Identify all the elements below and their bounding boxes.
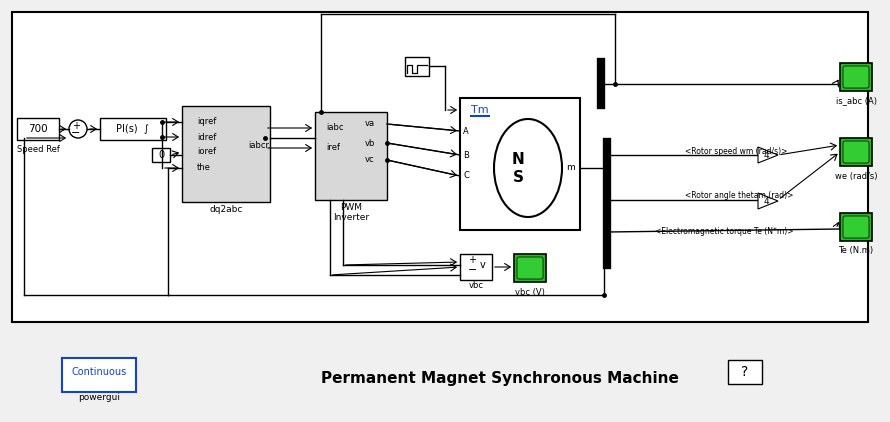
Text: <Rotor speed wm (rad/s)>: <Rotor speed wm (rad/s)>	[685, 146, 788, 155]
Bar	[405, 57, 429, 76]
Text: the: the	[197, 163, 211, 173]
Text: m: m	[566, 163, 575, 173]
Bar	[844, 67, 868, 87]
Text: v: v	[480, 260, 486, 270]
Bar	[17, 118, 59, 140]
Text: C: C	[463, 171, 469, 181]
Text: <Electromagnetic torque Te (N*m)>: <Electromagnetic torque Te (N*m)>	[655, 227, 794, 236]
Bar	[844, 217, 868, 237]
Text: Speed Ref: Speed Ref	[17, 146, 60, 154]
Polygon shape	[758, 147, 778, 163]
Text: +: +	[72, 121, 80, 131]
Bar	[728, 360, 762, 384]
Text: Tm: Tm	[471, 105, 489, 115]
FancyBboxPatch shape	[843, 141, 869, 163]
Text: PI(s)  ∫: PI(s) ∫	[117, 124, 150, 134]
Text: −: −	[71, 128, 81, 138]
Bar	[518, 258, 542, 278]
Bar	[182, 106, 270, 202]
Text: 0: 0	[158, 150, 164, 160]
Polygon shape	[758, 193, 778, 209]
Bar	[152, 148, 170, 162]
Bar	[460, 98, 580, 230]
Text: −: −	[468, 265, 477, 275]
Text: N: N	[512, 152, 524, 168]
Text: Continuous: Continuous	[71, 367, 126, 377]
Text: ?: ?	[741, 365, 748, 379]
Circle shape	[69, 120, 87, 138]
Text: PWM: PWM	[340, 203, 362, 211]
Text: dq2abc: dq2abc	[209, 206, 243, 214]
Text: 700: 700	[28, 124, 48, 134]
Text: ioref: ioref	[197, 148, 216, 157]
Text: iqref: iqref	[197, 117, 216, 127]
Text: Te (N.m): Te (N.m)	[838, 246, 874, 255]
Text: vb: vb	[365, 138, 376, 148]
Text: powergui: powergui	[78, 393, 120, 403]
Bar	[62, 358, 136, 392]
Text: 4: 4	[764, 151, 769, 160]
Bar	[12, 12, 868, 322]
Bar	[844, 142, 868, 162]
FancyBboxPatch shape	[517, 257, 543, 279]
Bar	[840, 138, 872, 166]
Text: we (rad/s): we (rad/s)	[835, 171, 878, 181]
Text: iabcr: iabcr	[248, 141, 269, 149]
Bar	[100, 118, 166, 140]
Bar	[840, 63, 872, 91]
Text: is_abc (A): is_abc (A)	[836, 97, 877, 106]
Bar	[315, 112, 387, 200]
Bar	[514, 254, 546, 282]
Text: idref: idref	[197, 133, 216, 141]
Bar	[840, 213, 872, 241]
Bar	[460, 254, 492, 280]
Text: vc: vc	[365, 155, 375, 165]
Text: iabc: iabc	[326, 124, 344, 133]
Text: vbc: vbc	[468, 281, 483, 289]
Text: S: S	[513, 170, 523, 186]
Text: iref: iref	[326, 143, 340, 152]
Text: Permanent Magnet Synchronous Machine: Permanent Magnet Synchronous Machine	[321, 371, 679, 386]
Text: B: B	[463, 151, 469, 160]
Text: va: va	[365, 119, 375, 129]
Text: A: A	[463, 127, 469, 135]
FancyBboxPatch shape	[843, 216, 869, 238]
Text: vbc (V): vbc (V)	[515, 287, 545, 297]
Text: Inverter: Inverter	[333, 213, 369, 222]
Text: +: +	[468, 255, 476, 265]
FancyBboxPatch shape	[843, 66, 869, 88]
Text: <Rotor angle thetam (rad)>: <Rotor angle thetam (rad)>	[685, 190, 793, 200]
Text: 4: 4	[764, 197, 769, 206]
